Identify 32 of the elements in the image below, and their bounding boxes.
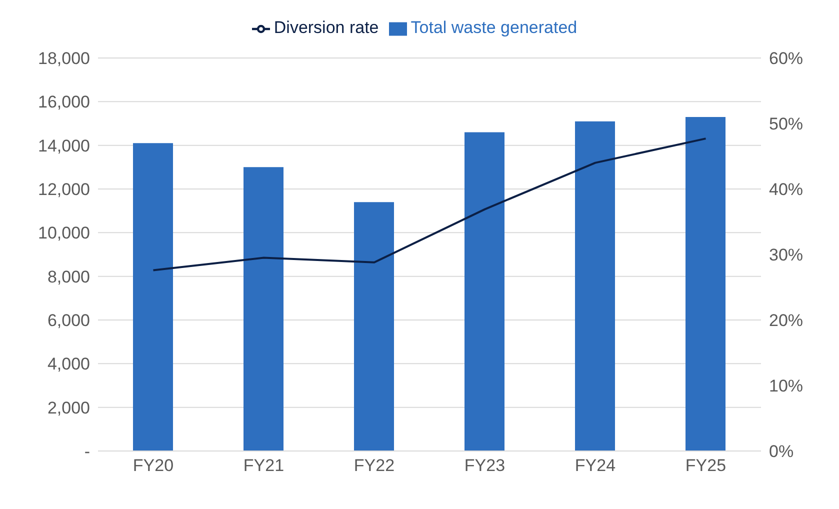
bar — [575, 121, 615, 451]
y-tick-label: 4,000 — [47, 354, 90, 374]
y-tick-label: 10,000 — [38, 224, 90, 243]
y2-tick-label: 30% — [769, 246, 804, 265]
y2-tick-label: 50% — [769, 114, 804, 134]
y2-tick-label: 0% — [769, 442, 794, 462]
legend-label: Diversion rate — [274, 18, 379, 37]
x-tick-label: FY25 — [685, 456, 726, 476]
bar — [464, 132, 504, 451]
y-tick-label: 14,000 — [38, 136, 90, 156]
y2-tick-label: 60% — [769, 49, 804, 68]
x-tick-label: FY22 — [354, 456, 395, 476]
bar — [244, 167, 284, 451]
y2-tick-label: 10% — [769, 376, 804, 396]
line-series — [152, 138, 707, 272]
x-tick-label: FY20 — [132, 456, 174, 476]
y2-tick-label: 20% — [769, 311, 804, 330]
x-tick-label: FY23 — [464, 456, 506, 476]
y2-tick-label: 40% — [769, 180, 804, 200]
bar — [354, 202, 394, 451]
y-tick-label: - — [84, 442, 90, 462]
x-tick-label: FY21 — [243, 456, 284, 476]
y-tick-label: 16,000 — [38, 92, 90, 112]
bar — [133, 143, 173, 451]
y-tick-label: 12,000 — [38, 180, 90, 200]
y-tick-label: 18,000 — [38, 49, 90, 68]
y-tick-label: 8,000 — [47, 267, 90, 286]
x-tick-label: FY24 — [574, 456, 616, 476]
y-tick-label: 6,000 — [47, 311, 90, 330]
bar — [686, 116, 726, 451]
legend-label: Total waste generated — [410, 18, 578, 37]
y-tick-label: 2,000 — [47, 398, 90, 418]
